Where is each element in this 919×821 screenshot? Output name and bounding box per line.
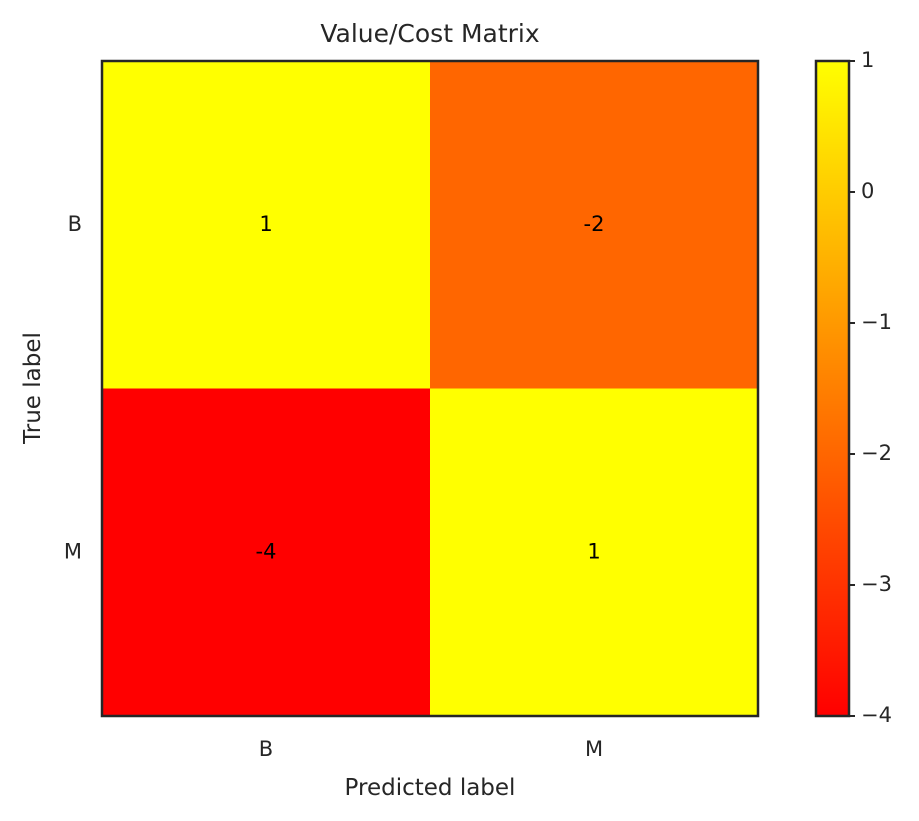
heatmap-cell-labels: 1 -2 -4 1 (256, 212, 605, 564)
chart-title: Value/Cost Matrix (320, 19, 539, 48)
colorbar-tick-label: −1 (861, 310, 892, 334)
heatmap-cells (102, 61, 758, 716)
y-tick-label: B (68, 212, 82, 236)
heatmap-cell (430, 388, 758, 716)
cell-value-label: 1 (587, 539, 600, 563)
x-axis-label: Predicted label (345, 775, 516, 801)
colorbar-tick-label: −4 (861, 703, 892, 727)
colorbar (814, 59, 851, 718)
heatmap-cell (430, 61, 758, 389)
y-tick-labels: BM (64, 212, 82, 564)
colorbar-tick-label: −2 (861, 441, 892, 465)
colorbar-tick-label: 0 (861, 179, 874, 203)
plot-frame (100, 59, 760, 718)
colorbar-tick-label: −3 (861, 572, 892, 596)
y-tick-label: M (64, 539, 82, 563)
cell-value-label: -2 (584, 212, 605, 236)
colorbar-tick-label: 1 (861, 48, 874, 72)
heatmap-cell (102, 388, 430, 716)
heatmap-cell (102, 61, 430, 389)
x-tick-label: M (585, 737, 603, 761)
cell-value-label: 1 (259, 212, 272, 236)
x-tick-label: B (259, 737, 273, 761)
y-axis-label: True label (20, 332, 46, 445)
cell-value-label: -4 (256, 539, 277, 563)
colorbar-tick-labels: 1 0 −1 −2 −3 −4 (849, 48, 892, 727)
